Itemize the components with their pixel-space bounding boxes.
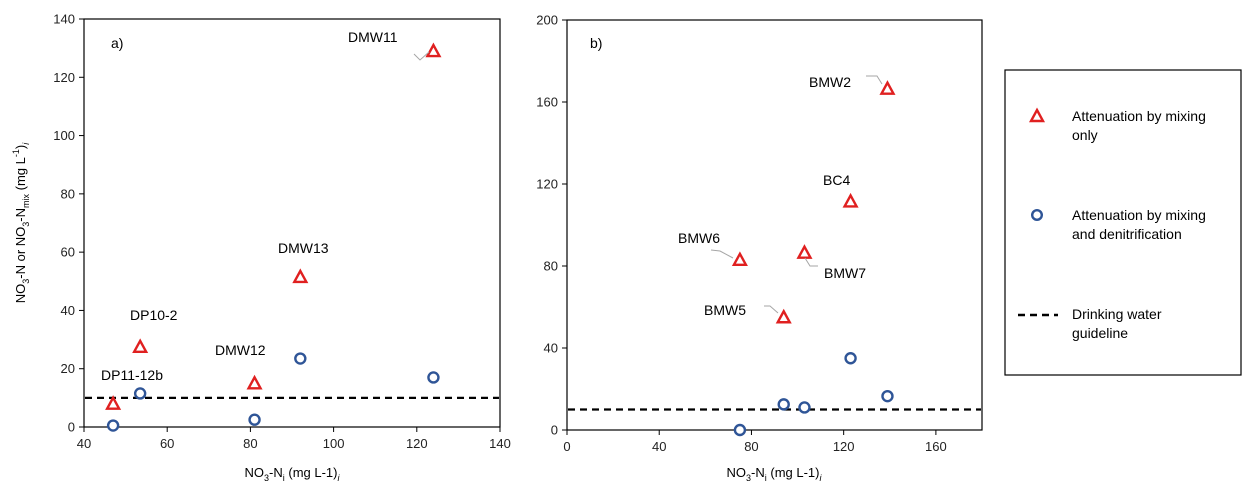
panel-a-plot-area <box>83 18 501 428</box>
triangle-point <box>731 251 748 267</box>
legend-box <box>1004 69 1242 376</box>
x-tick-label: 160 <box>925 439 947 454</box>
y-tick-label: 80 <box>61 186 75 201</box>
triangle-point <box>796 244 813 259</box>
y-tick-label: 60 <box>61 245 75 260</box>
legend-circle-marker <box>1030 208 1043 221</box>
y-tick-label: 200 <box>536 13 558 28</box>
y-tick-label: 100 <box>53 128 75 143</box>
y-tick-label: 120 <box>536 177 558 192</box>
triangle-point <box>425 42 442 58</box>
point-label: DMW12 <box>215 342 266 358</box>
x-tick-label: 140 <box>489 436 511 451</box>
leader-line <box>804 257 818 267</box>
circle-point <box>733 423 747 437</box>
panel-a-marks <box>105 42 442 432</box>
circle-point <box>133 387 147 400</box>
point-label: DP11-12b <box>101 367 163 383</box>
legend-mixing-denit-line1: Attenuation by mixing <box>1072 207 1206 223</box>
x-tick-label: 0 <box>563 439 570 454</box>
triangle-point <box>879 80 896 95</box>
x-tick-label: 120 <box>406 436 428 451</box>
legend-guideline-line2: guideline <box>1072 325 1128 341</box>
x-tick-label: 40 <box>652 439 666 454</box>
panel-a-label: a) <box>111 35 123 51</box>
legend-triangle-marker <box>1028 107 1046 123</box>
legend-mixing-only-line2: only <box>1072 127 1098 143</box>
point-label: BMW2 <box>809 74 851 90</box>
leader-line <box>764 305 779 314</box>
panel-b-annotations: BMW6 BMW5 BMW7 BC4 BMW2 <box>678 74 883 318</box>
x-tick-label: 60 <box>160 436 174 451</box>
point-label: BC4 <box>823 172 850 188</box>
point-label: BMW6 <box>678 230 720 246</box>
leader-line <box>866 75 883 85</box>
triangle-point <box>105 395 122 410</box>
circle-point <box>427 371 440 384</box>
y-tick-label: 120 <box>53 70 75 85</box>
panel-b-marks <box>731 80 896 437</box>
y-tick-label: 20 <box>61 361 75 376</box>
x-tick-label: 40 <box>77 436 91 451</box>
panel-b-y-ticks: 0 40 80 120 160 200 <box>536 13 567 438</box>
y-tick-label: 40 <box>61 303 75 318</box>
panel-b-x-axis-title: NO3-Ni (mg L-1)i <box>727 465 823 483</box>
point-label: DMW11 <box>348 29 398 45</box>
y-tick-label: 80 <box>544 259 558 274</box>
point-label: DP10-2 <box>130 307 178 323</box>
legend-mixing-only-line1: Attenuation by mixing <box>1072 108 1206 124</box>
circle-point <box>881 389 894 403</box>
circle-point <box>798 401 811 414</box>
y-tick-label: 140 <box>53 12 75 27</box>
triangle-point <box>842 192 859 208</box>
leader-line <box>413 51 430 61</box>
panel-b-label: b) <box>590 35 602 51</box>
circle-point <box>294 352 307 365</box>
legend-item-mixing-denitrification: Attenuation by mixing and denitrificatio… <box>1030 207 1206 242</box>
circle-point <box>248 413 261 426</box>
x-tick-label: 80 <box>744 439 758 454</box>
circle-point <box>777 398 790 411</box>
legend-item-guideline: Drinking water guideline <box>1018 306 1162 341</box>
y-tick-label: 0 <box>68 420 75 435</box>
circle-point <box>106 419 120 432</box>
point-label: DMW13 <box>278 240 329 256</box>
panel-b-x-ticks: 0 40 80 120 160 <box>563 430 947 454</box>
leader-line <box>710 249 734 259</box>
circle-point <box>844 352 857 365</box>
legend-item-mixing-only: Attenuation by mixing only <box>1028 107 1206 143</box>
panel-a-y-axis-title: NO3-N or NO3-Nmix (mg L-1)i <box>11 142 31 303</box>
triangle-point <box>246 374 263 390</box>
panel-a-x-ticks: 40 60 80 100 120 140 <box>77 427 511 451</box>
x-tick-label: 120 <box>833 439 855 454</box>
triangle-point <box>292 268 309 284</box>
panel-a-x-axis-title: NO3-Ni (mg L-1)i <box>245 465 341 483</box>
point-label: BMW7 <box>824 265 866 281</box>
y-tick-label: 40 <box>544 341 558 356</box>
legend-guideline-line1: Drinking water <box>1072 306 1162 322</box>
triangle-point <box>775 308 792 324</box>
point-label: BMW5 <box>704 302 746 318</box>
x-tick-label: 100 <box>323 436 345 451</box>
panel-a-annotations: DP11-12b DP10-2 DMW12 DMW13 DMW11 <box>101 29 430 383</box>
panel-a-y-ticks: 0 20 40 60 80 100 120 140 <box>53 12 84 435</box>
triangle-point <box>132 338 149 354</box>
panel-b-plot-area <box>566 19 983 431</box>
y-tick-label: 160 <box>536 95 558 110</box>
legend-mixing-denit-line2: and denitrification <box>1072 226 1182 242</box>
x-tick-label: 80 <box>243 436 257 451</box>
y-tick-label: 0 <box>551 423 558 438</box>
